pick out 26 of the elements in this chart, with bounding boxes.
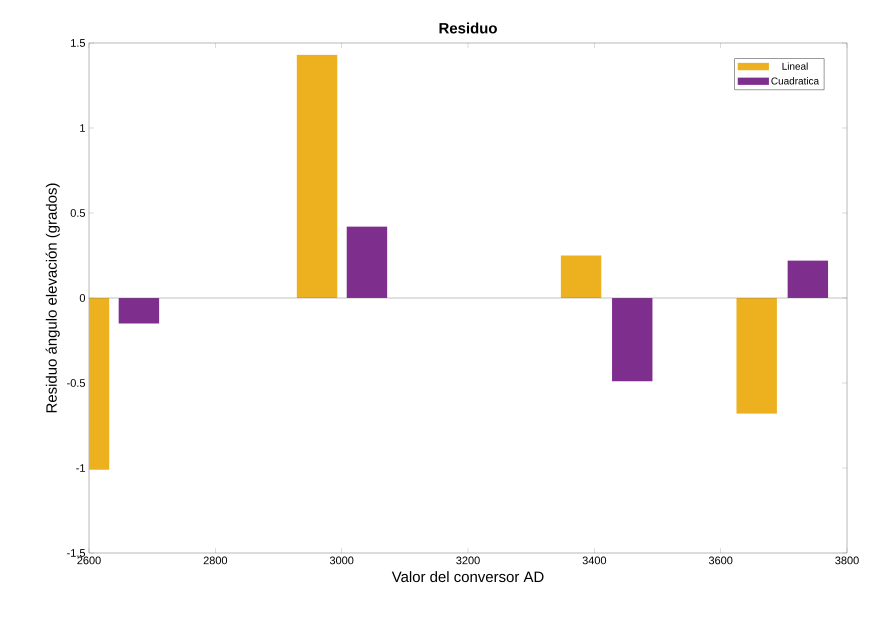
legend-label: Cuadratica — [771, 77, 820, 84]
x-tick-label: 3000 — [330, 556, 354, 564]
legend-label: Lineal — [782, 62, 808, 70]
bar — [612, 298, 652, 382]
x-tick-label: 2600 — [77, 556, 101, 564]
bar — [296, 54, 338, 298]
y-tick-label: -0.5 — [67, 379, 86, 387]
bar — [560, 255, 602, 298]
x-tick-label: 3200 — [456, 556, 480, 564]
y-tick-label: 1 — [80, 124, 85, 132]
y-tick-label: 0.5 — [70, 209, 86, 217]
bar — [346, 226, 388, 298]
x-axis-title: Valor del conversor AD — [392, 571, 544, 582]
y-tick-label: -1.5 — [67, 549, 86, 557]
y-axis-title: Residuo ángulo elevación (grados) — [46, 184, 60, 412]
y-tick-label: -1 — [76, 464, 85, 472]
x-tick-label: 2800 — [204, 556, 228, 564]
x-tick-label: 3800 — [835, 556, 859, 564]
y-tick-label: 0 — [80, 294, 86, 302]
x-tick-label: 3600 — [708, 556, 732, 564]
bar — [736, 298, 777, 414]
y-tick-label: 1.5 — [71, 39, 86, 47]
x-tick-label: 3400 — [582, 556, 606, 564]
bar — [788, 260, 828, 298]
chart-title: Residuo — [440, 22, 497, 34]
bar — [118, 298, 160, 324]
